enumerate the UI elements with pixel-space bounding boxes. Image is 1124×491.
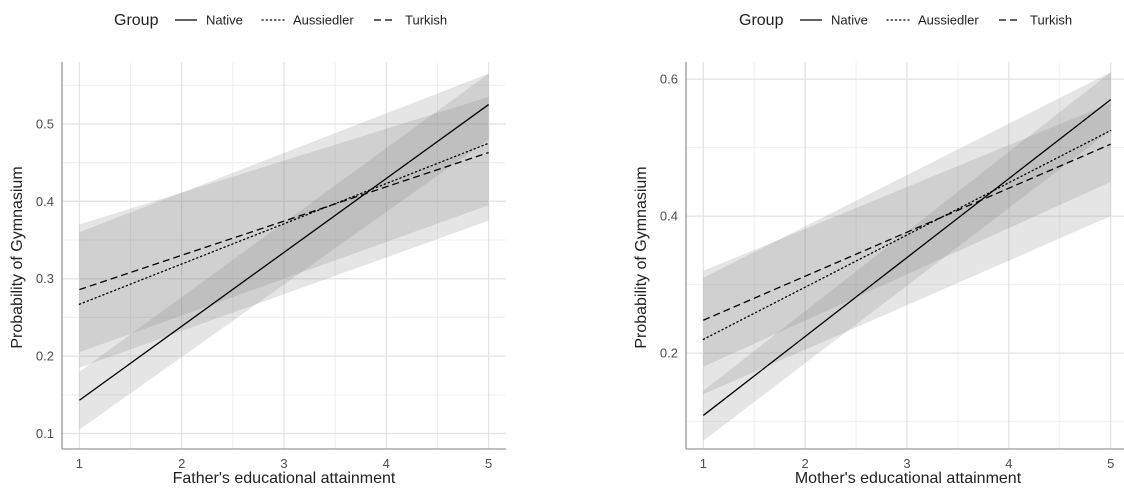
- series-lines: [78, 104, 490, 401]
- ribbon-turkish: [703, 103, 1111, 367]
- legend-item-native: Native: [175, 13, 243, 28]
- x-axis-title: Father's educational attainment: [173, 470, 396, 487]
- x-tick-label: 1: [700, 456, 707, 471]
- y-tick-label: 0.6: [660, 72, 678, 87]
- ribbon-native: [703, 72, 1111, 441]
- legend-item-aussiedler: Aussiedler: [886, 13, 979, 28]
- x-tick-label: 1: [76, 456, 83, 471]
- y-tick-label: 0.4: [660, 209, 678, 224]
- legend-label: Native: [206, 13, 243, 28]
- x-tick-label: 3: [280, 456, 287, 471]
- major-gridlines: [62, 62, 506, 449]
- legend: Group Native Aussiedler Turkish: [114, 12, 447, 29]
- y-tick-label: 0.3: [36, 271, 54, 286]
- legend-title: Group: [739, 12, 784, 29]
- legend-label: Native: [831, 13, 868, 28]
- legend-label: Turkish: [405, 13, 447, 28]
- y-axis-title: Probability of Gymnasium: [9, 166, 26, 348]
- series-line-turkish: [703, 143, 1111, 321]
- x-tick-label: 4: [1005, 456, 1012, 471]
- series-line-aussiedler: [78, 142, 490, 305]
- legend-label: Turkish: [1030, 13, 1072, 28]
- legend-title: Group: [114, 12, 159, 29]
- y-tick-label: 0.4: [36, 194, 54, 209]
- chart-panel-2: 1 2 3 4 5 0.2 0.4 0.6 Mother's educational attai…: [633, 12, 1124, 487]
- legend-label: Aussiedler: [918, 13, 979, 28]
- major-gridlines: [686, 62, 1124, 449]
- ribbon-turkish: [79, 96, 489, 353]
- x-tick-label: 2: [802, 456, 809, 471]
- y-tick-label: 0.2: [660, 346, 678, 361]
- legend-item-turkish: Turkish: [374, 13, 447, 28]
- y-tick-label: 0.5: [36, 116, 54, 131]
- series-line-turkish: [79, 151, 489, 291]
- y-tick-label: 0.2: [36, 349, 54, 364]
- y-tick-label: 0.1: [36, 426, 54, 441]
- x-tick-label: 3: [903, 456, 910, 471]
- legend-label: Aussiedler: [293, 13, 354, 28]
- confidence-bands: [703, 72, 1111, 441]
- x-tick-label: 5: [1107, 456, 1114, 471]
- legend-item-native: Native: [800, 13, 868, 28]
- x-tick-label: 2: [178, 456, 185, 471]
- legend: Group Native Aussiedler Turkish: [739, 12, 1072, 29]
- y-axis-title: Probability of Gymnasium: [633, 166, 650, 348]
- x-tick-label: 5: [485, 456, 492, 471]
- series-line-aussiedler: [702, 129, 1112, 341]
- series-line-native: [702, 99, 1112, 416]
- x-tick-label: 4: [383, 456, 390, 471]
- series-line-native: [79, 104, 489, 401]
- x-axis-title: Mother's educational attainment: [795, 470, 1022, 487]
- ribbon-aussiedler: [703, 72, 1111, 395]
- legend-item-aussiedler: Aussiedler: [261, 13, 354, 28]
- series-lines: [702, 99, 1112, 416]
- chart-panel-1: 1 2 3 4 5 0.1 0.2 0.3 0.4 0.5 Father's educational…: [9, 12, 506, 487]
- legend-item-turkish: Turkish: [999, 13, 1072, 28]
